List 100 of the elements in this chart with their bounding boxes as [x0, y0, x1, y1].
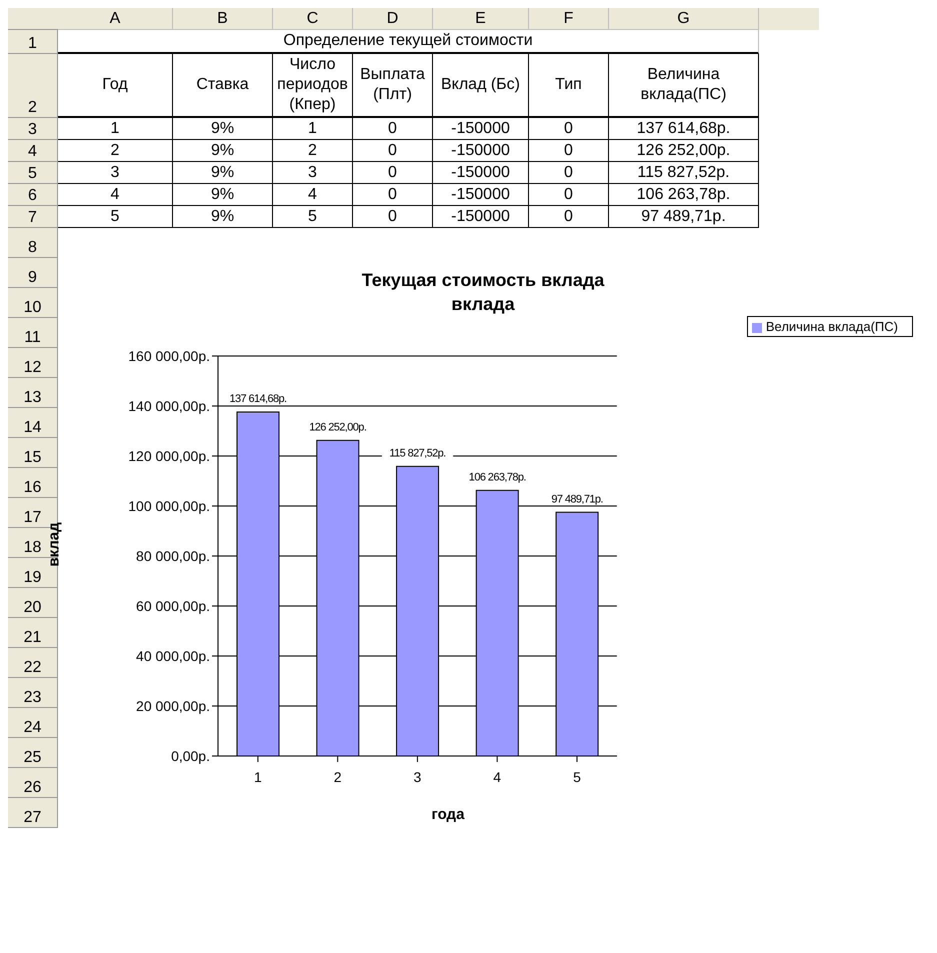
text: 3 [308, 164, 317, 180]
text: -150000 [433, 162, 529, 184]
text: 0 [353, 162, 433, 184]
y-tick-label: 160 000,00р. [128, 348, 210, 364]
category-label: A [58, 8, 173, 30]
x-tick-label: 5 [573, 768, 582, 785]
text: 0 [529, 140, 609, 162]
text: 3 [8, 118, 58, 140]
category-label: 20 [24, 599, 42, 616]
text: 0 [529, 184, 609, 206]
category-label: 27 [24, 809, 42, 826]
category-label: 10 [24, 299, 42, 316]
text: 2 [308, 142, 317, 158]
text: 9% [173, 206, 273, 228]
text: 3 [58, 162, 173, 184]
category-label: C [273, 8, 353, 30]
category-label: 12 [24, 359, 42, 376]
category-label: 18 [24, 539, 42, 556]
text: 5 [58, 206, 173, 228]
text: 4 [8, 140, 58, 162]
text: Год [58, 54, 173, 118]
category-label: 8 [28, 239, 37, 256]
legend-label: Величина вклада(ПС) [766, 319, 898, 334]
data-label: 106 263,78р. [468, 471, 526, 484]
text: 5 [308, 208, 317, 224]
text: -150000 [433, 206, 529, 228]
text: 1 [8, 30, 58, 54]
text: -150000 [433, 140, 529, 162]
data-label: 126 252,00р. [309, 421, 367, 434]
category-label: F [529, 8, 609, 30]
text: -150000 [433, 184, 529, 206]
category-label: D [353, 8, 433, 30]
text: 2 [58, 140, 173, 162]
text: Число периодов (Кпер) [273, 54, 353, 118]
text: 106 263,78р. [609, 184, 759, 206]
data-label: 137 614,68р. [229, 392, 288, 405]
category-label: 14 [24, 419, 42, 436]
text: 0 [529, 206, 609, 228]
category-label: 7 [28, 209, 37, 226]
category-label: 19 [24, 569, 42, 586]
category-label: 6 [28, 187, 37, 204]
y-tick-label: 80 000,00р. [136, 548, 210, 564]
category-label: 15 [24, 449, 42, 466]
y-tick-label: 120 000,00р. [128, 448, 210, 464]
y-axis-title: вклад [46, 522, 63, 567]
text: 1 [58, 118, 173, 140]
x-tick-label: 1 [254, 768, 262, 785]
text: 5 [8, 162, 58, 184]
category-label: 13 [24, 389, 42, 406]
y-tick-label: 20 000,00р. [136, 698, 210, 714]
text: Ставка [173, 54, 273, 118]
category-label: 24 [24, 719, 42, 736]
data-label: 97 489,71р. [551, 493, 604, 506]
category-label: 22 [24, 659, 42, 676]
text: 2 [8, 54, 58, 118]
category-label: E [433, 8, 529, 30]
text: 0 [529, 162, 609, 184]
text: 137 614,68р. [609, 118, 759, 140]
y-tick-label: 100 000,00р. [128, 498, 210, 514]
text: 9% [173, 118, 273, 140]
category-label: B [173, 8, 273, 30]
text: Вклад (Бс) [433, 54, 529, 118]
text: 0 [353, 206, 433, 228]
text: 9% [173, 162, 273, 184]
y-tick-label: 60 000,00р. [136, 598, 210, 614]
x-tick-label: 3 [414, 768, 422, 785]
text: -150000 [433, 118, 529, 140]
text: 4 [308, 186, 317, 202]
category-label: 23 [24, 689, 42, 706]
text: 115 827,52р. [609, 162, 759, 184]
category-label: 16 [24, 479, 42, 496]
category-label: 9 [28, 269, 37, 286]
text: 0 [353, 140, 433, 162]
text: Выплата (Плт) [353, 54, 433, 118]
category-label: 21 [24, 629, 42, 646]
chart-title: Текущая стоимость вклада вклада [362, 270, 604, 314]
text: 1 [308, 120, 317, 136]
text: Определение текущей стоимости [58, 30, 759, 54]
y-tick-label: 140 000,00р. [128, 398, 210, 414]
text: 97 489,71р. [609, 206, 759, 228]
text: 126 252,00р. [609, 140, 759, 162]
text: 9% [173, 184, 273, 206]
y-tick-label: 40 000,00р. [136, 648, 210, 664]
text: 9% [173, 140, 273, 162]
y-tick-label: 0,00р. [171, 748, 210, 764]
data-label: 115 827,52р. [389, 447, 446, 460]
x-tick-label: 2 [334, 768, 342, 785]
category-label: G [609, 8, 759, 30]
category-label: 25 [24, 749, 42, 766]
category-label: 11 [24, 329, 41, 346]
text: Величина вклада(ПС) [609, 54, 759, 118]
text: 0 [353, 184, 433, 206]
category-label: 26 [24, 779, 42, 796]
text: 0 [353, 118, 433, 140]
x-tick-label: 4 [493, 768, 502, 785]
text: 4 [58, 184, 173, 206]
text: Тип [529, 54, 609, 118]
text: 0 [529, 118, 609, 140]
category-label: 17 [24, 509, 42, 526]
x-axis-title: года [430, 806, 466, 823]
